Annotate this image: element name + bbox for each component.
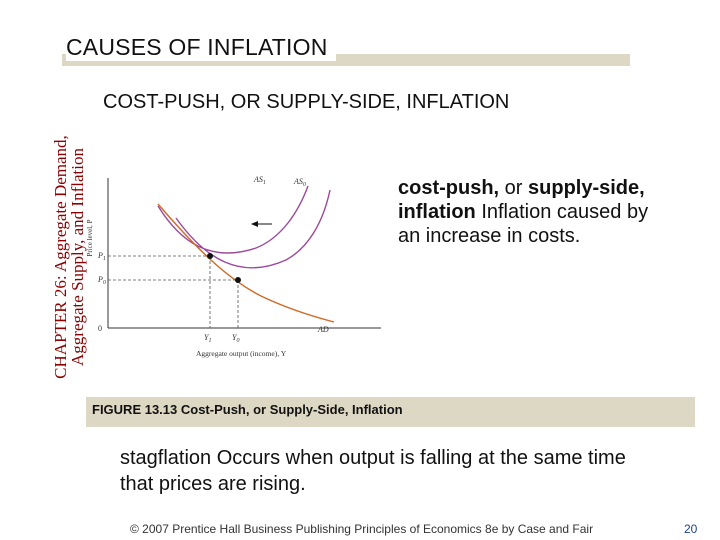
equilibrium-point-new bbox=[207, 253, 213, 259]
copyright-footer: © 2007 Prentice Hall Business Publishing… bbox=[130, 522, 594, 536]
as0-label: AS0 bbox=[293, 177, 306, 188]
definition-connector: or bbox=[504, 177, 529, 199]
cost-push-figure: Price level, P AS1 AS0 AD P1 P0 0 Y1 Y0 … bbox=[86, 175, 381, 358]
chapter-title-line1: CHAPTER 26: Aggregate Demand, bbox=[51, 135, 70, 379]
ad-curve bbox=[157, 203, 335, 323]
caption-bar bbox=[86, 397, 695, 427]
definition-text: Inflation caused by an increase in costs… bbox=[398, 201, 649, 247]
slide-subtitle: COST-PUSH, OR SUPPLY-SIDE, INFLATION bbox=[103, 91, 510, 113]
p1-label: P1 bbox=[97, 251, 106, 262]
x-axis-label: Aggregate output (income), Y bbox=[196, 349, 287, 358]
figure-caption: FIGURE 13.13 Cost-Push, or Supply-Side, … bbox=[92, 402, 403, 417]
chapter-sidebar: CHAPTER 26: Aggregate Demand, Aggregate … bbox=[0, 0, 87, 540]
definition-term-cost-push: cost-push, bbox=[398, 177, 505, 199]
ad-label: AD bbox=[317, 325, 329, 334]
page-number: 20 bbox=[684, 522, 698, 536]
chapter-title-rotated: CHAPTER 26: Aggregate Demand, Aggregate … bbox=[51, 22, 87, 492]
as0-curve bbox=[175, 189, 331, 269]
definition-term-stagflation: stagflation bbox=[120, 447, 212, 469]
y1-label: Y1 bbox=[204, 333, 211, 344]
definition-cost-push: cost-push, or supply-side, inflation Inf… bbox=[398, 176, 668, 248]
chapter-title-line2: Aggregate Supply, and Inflation bbox=[68, 148, 87, 366]
definition-stagflation: stagflation Occurs when output is fallin… bbox=[120, 445, 660, 497]
y0-label: Y0 bbox=[232, 333, 239, 344]
p0-label: P0 bbox=[97, 275, 106, 286]
definition-stagflation-text: Occurs when output is falling at the sam… bbox=[120, 447, 626, 495]
as1-label: AS1 bbox=[253, 175, 266, 186]
price-axis-label: Price level, P bbox=[86, 219, 94, 256]
as1-curve bbox=[157, 185, 309, 254]
slide-title: CAUSES OF INFLATION bbox=[66, 34, 336, 61]
shift-arrowhead bbox=[251, 221, 258, 227]
equilibrium-point-initial bbox=[235, 277, 241, 283]
definition-term-supply-side: supply-side, inflation bbox=[398, 177, 645, 223]
origin-label: 0 bbox=[98, 324, 102, 333]
